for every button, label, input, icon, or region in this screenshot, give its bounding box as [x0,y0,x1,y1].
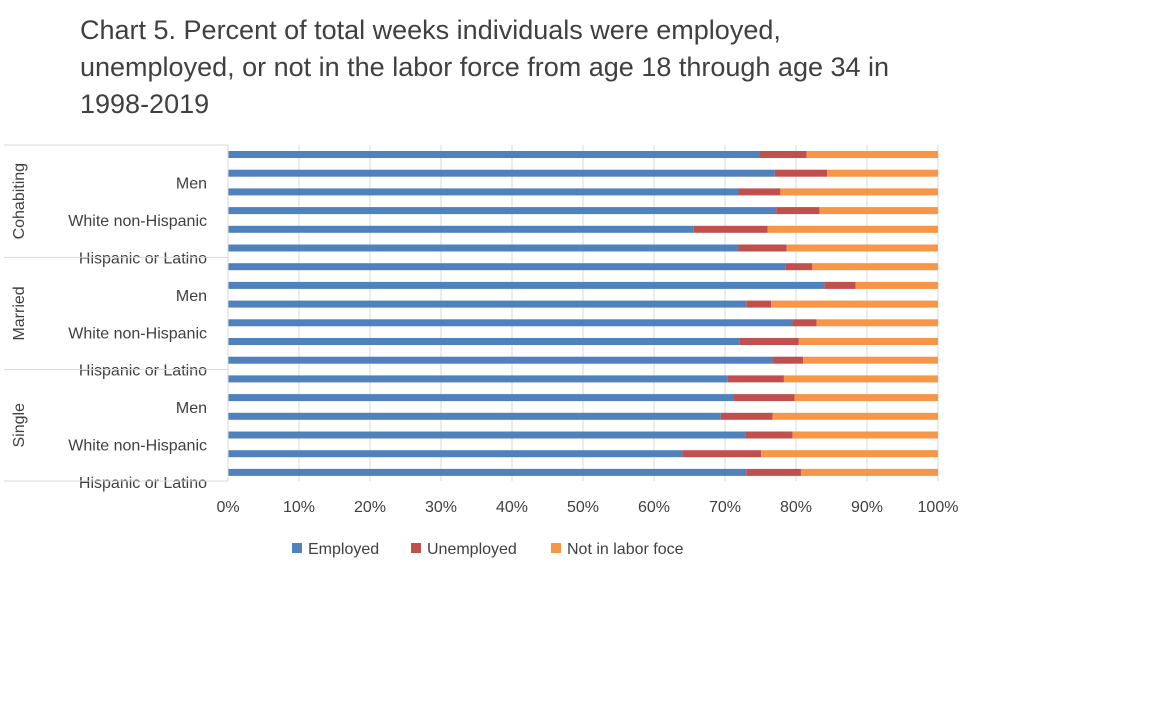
bar-unemployed [739,338,799,345]
bar-not-in-labor-foce [816,319,938,327]
bar-employed [228,394,734,402]
category-label: Men [176,288,207,305]
bar-employed [228,450,683,458]
bar-unemployed [733,394,795,402]
bar-not-in-labor-foce [827,169,938,177]
bar-unemployed [776,207,820,215]
bar-unemployed [745,431,793,439]
x-tick-label: 20% [354,499,386,516]
bar-employed [228,169,775,177]
bar-employed [228,431,746,439]
bar-not-in-labor-foce [806,151,938,158]
x-tick-label: 80% [780,499,812,516]
x-tick-label: 90% [851,499,883,516]
bar-not-in-labor-foce [783,375,938,383]
bar-not-in-labor-foce [819,207,938,215]
bar-not-in-labor-foce [786,244,938,252]
x-tick-label: 100% [918,499,959,516]
bar-employed [228,244,739,252]
bar-not-in-labor-foce [798,338,938,345]
bar-not-in-labor-foce [771,300,938,308]
bar-employed [228,375,728,383]
category-label: Men [176,400,207,417]
bar-not-in-labor-foce [792,431,938,439]
bar-employed [228,356,773,364]
bar-not-in-labor-foce [803,356,938,364]
legend-swatch [411,543,421,553]
category-label: Hispanic or Latino [79,475,207,492]
bar-not-in-labor-foce [772,412,938,420]
bar-unemployed [785,263,813,271]
legend-label: Employed [308,541,379,558]
bar-employed [228,188,739,196]
bar-unemployed [682,450,762,458]
category-label: White non-Hispanic [68,325,207,342]
group-label: Married [11,286,28,340]
category-label: White non-Hispanic [68,438,207,455]
bar-unemployed [772,356,804,364]
x-tick-label: 40% [496,499,528,516]
group-label: Cohabiting [11,163,28,240]
legend-swatch [551,543,561,553]
bar-employed [228,338,740,345]
bar-unemployed [746,468,801,476]
bar-unemployed [774,169,828,177]
bar-unemployed [693,225,768,233]
category-label: Hispanic or Latino [79,363,207,380]
bar-employed [228,151,760,158]
bar-not-in-labor-foce [780,188,938,196]
chart-title: Chart 5. Percent of total weeks individu… [80,15,890,119]
legend-swatch [292,543,302,553]
bar-unemployed [727,375,784,383]
bar-unemployed [824,281,856,289]
bar-unemployed [746,300,772,308]
bar-not-in-labor-foce [800,468,938,476]
category-label: Men [176,176,207,193]
bar-employed [228,263,786,271]
x-tick-label: 10% [283,499,315,516]
legend-label: Unemployed [427,541,517,558]
bar-unemployed [738,244,787,252]
legend-label: Not in labor foce [567,541,684,558]
bar-not-in-labor-foce [794,394,938,402]
category-label: White non-Hispanic [68,213,207,230]
bar-employed [228,300,747,308]
bar-unemployed [738,188,781,196]
bar-unemployed [759,151,807,158]
bar-not-in-labor-foce [812,263,938,271]
bar-employed [228,281,825,289]
bar-unemployed [720,412,773,420]
x-tick-label: 0% [216,499,239,516]
bar-not-in-labor-foce [767,225,938,233]
bar-employed [228,319,793,327]
bar-employed [228,412,721,420]
bar-employed [228,207,777,215]
x-tick-label: 60% [638,499,670,516]
x-tick-label: 50% [567,499,599,516]
group-label: Single [11,403,28,448]
bar-not-in-labor-foce [855,281,938,289]
bar-not-in-labor-foce [761,450,938,458]
bar-employed [228,225,694,233]
x-tick-label: 30% [425,499,457,516]
bar-employed [228,468,747,476]
x-tick-label: 70% [709,499,741,516]
category-label: Hispanic or Latino [79,251,207,268]
bar-unemployed [792,319,817,327]
